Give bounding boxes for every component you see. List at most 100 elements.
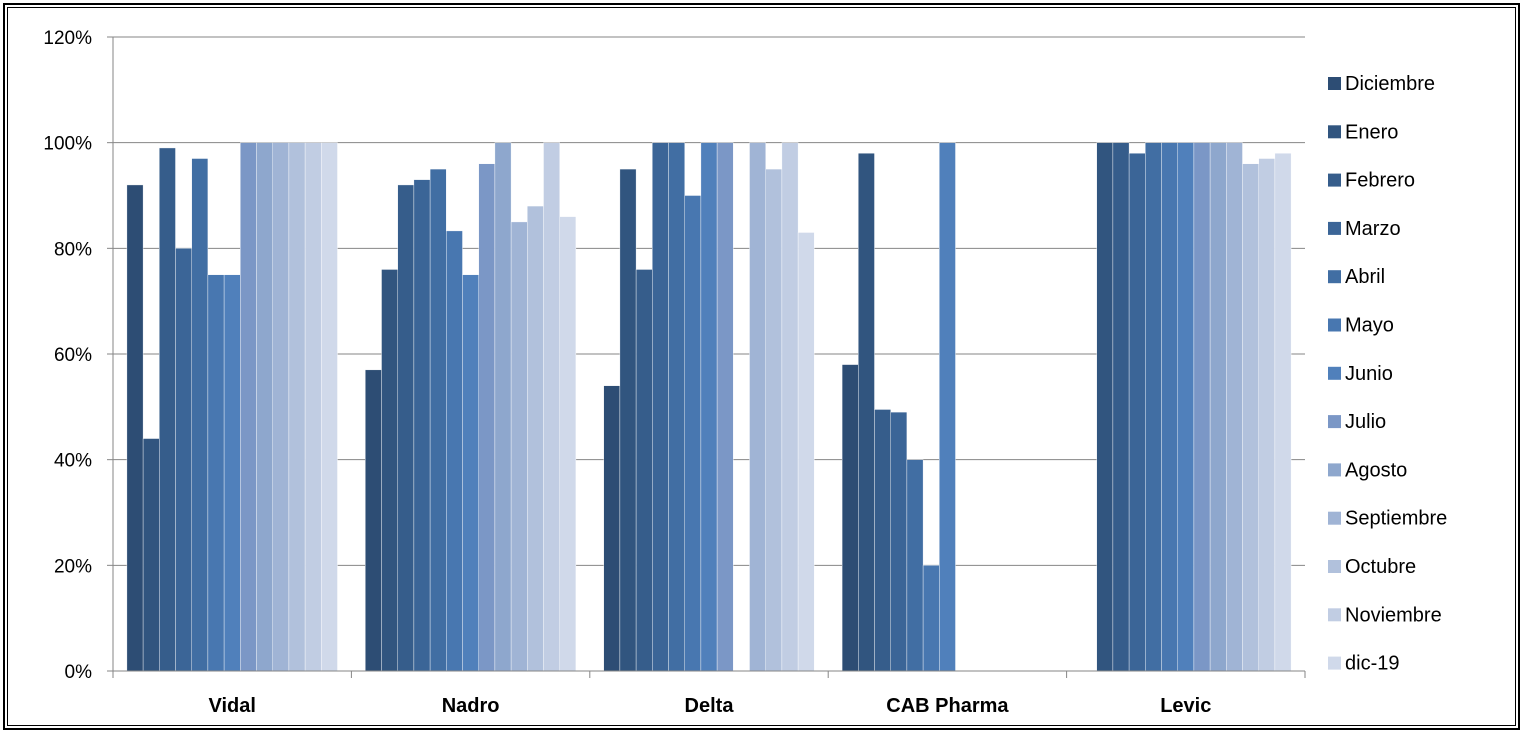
bar [413, 179, 431, 672]
bar [543, 142, 560, 672]
y-tick-label: 0% [65, 662, 93, 683]
bar [841, 364, 859, 672]
legend-item: Abril [1328, 266, 1385, 288]
bar [304, 142, 322, 672]
bar [240, 142, 257, 672]
bar [890, 411, 908, 672]
bar [1258, 158, 1276, 672]
bar [510, 221, 528, 672]
bar [494, 142, 512, 672]
bar [906, 459, 924, 672]
legend-swatch [1328, 366, 1341, 380]
legend-label: Abril [1345, 266, 1385, 288]
legend-swatch [1328, 173, 1341, 187]
x-category-label: Delta [685, 695, 735, 717]
bar [684, 195, 702, 672]
legend: Diciembre Enero Febrero Marzo Abril Mayo Junio… [1328, 73, 1447, 675]
bar [939, 142, 956, 672]
bar-group-cab-pharma [841, 142, 956, 672]
bar [1145, 142, 1162, 672]
bar [191, 158, 209, 672]
bar [668, 142, 685, 672]
bar [381, 269, 398, 672]
legend-item: Marzo [1328, 218, 1401, 240]
legend-item: dic-19 [1328, 653, 1399, 675]
chart-inner-border [7, 7, 1516, 726]
x-category-label: Levic [1160, 695, 1211, 717]
bar [1177, 142, 1195, 672]
y-tick-label: 40% [54, 451, 92, 472]
bar [142, 438, 160, 672]
bar [223, 274, 241, 672]
bar [749, 142, 766, 672]
legend-label: Julio [1345, 411, 1386, 433]
bar [1209, 142, 1227, 672]
y-tick-label: 60% [54, 345, 92, 366]
legend-item: Mayo [1328, 315, 1394, 337]
legend-item: Junio [1328, 363, 1393, 385]
legend-label: Febrero [1345, 170, 1415, 192]
axes [107, 36, 1306, 678]
bar [603, 385, 621, 672]
legend-swatch [1328, 415, 1341, 429]
legend-label: Enero [1345, 121, 1398, 143]
bar [175, 248, 192, 672]
bar [446, 230, 463, 672]
bar [1226, 142, 1243, 672]
bar [288, 142, 306, 672]
bar [716, 142, 734, 672]
legend-swatch [1328, 270, 1341, 284]
bar [858, 153, 875, 672]
legend-swatch [1328, 656, 1341, 670]
legend-label: Agosto [1345, 459, 1407, 481]
legend-item: Diciembre [1328, 73, 1435, 95]
bar [797, 232, 815, 672]
bar [1096, 142, 1114, 672]
bar [635, 269, 653, 672]
legend-label: Mayo [1345, 315, 1394, 337]
legend-swatch [1328, 608, 1341, 622]
legend-swatch [1328, 77, 1341, 90]
legend-item: Julio [1328, 411, 1386, 433]
bar [1161, 142, 1178, 672]
bar [1128, 153, 1146, 672]
bar [462, 274, 479, 672]
bar [559, 216, 577, 672]
legend-label: Noviembre [1345, 604, 1442, 626]
bar [652, 142, 669, 672]
bar [765, 168, 783, 672]
y-tick-label: 120% [43, 28, 92, 49]
bars [126, 142, 1292, 672]
legend-label: dic-19 [1345, 653, 1399, 675]
x-category-label: Vidal [208, 695, 255, 717]
bar [256, 142, 273, 672]
bar [272, 142, 290, 672]
legend-swatch [1328, 463, 1341, 477]
legend-label: Octubre [1345, 556, 1416, 578]
x-category-label: Nadro [442, 695, 500, 717]
bar [874, 409, 891, 672]
y-tick-label: 80% [54, 239, 92, 260]
legend-swatch [1328, 318, 1341, 332]
legend-item: Noviembre [1328, 604, 1442, 626]
bar [619, 168, 637, 672]
legend-swatch [1328, 221, 1341, 235]
bar [781, 142, 799, 672]
legend-item: Septiembre [1328, 508, 1447, 530]
bar [321, 142, 338, 672]
legend-item: Octubre [1328, 556, 1416, 578]
legend-item: Enero [1328, 121, 1398, 143]
chart-outer-border [3, 3, 1520, 730]
bar-group-delta [603, 142, 815, 672]
legend-label: Marzo [1345, 218, 1401, 240]
legend-label: Junio [1345, 363, 1393, 385]
bar [397, 184, 415, 672]
legend-swatch [1328, 511, 1341, 525]
bar [126, 184, 144, 672]
bar [429, 168, 447, 672]
bar [527, 205, 544, 672]
legend-item: Agosto [1328, 459, 1407, 481]
bar [159, 147, 176, 672]
bar [1274, 153, 1292, 672]
bar-group-levic [1096, 142, 1292, 672]
